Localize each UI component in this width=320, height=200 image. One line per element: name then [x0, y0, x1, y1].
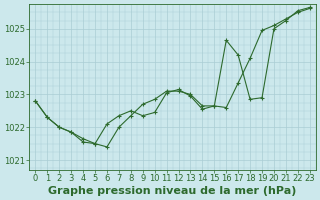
- X-axis label: Graphe pression niveau de la mer (hPa): Graphe pression niveau de la mer (hPa): [48, 186, 297, 196]
